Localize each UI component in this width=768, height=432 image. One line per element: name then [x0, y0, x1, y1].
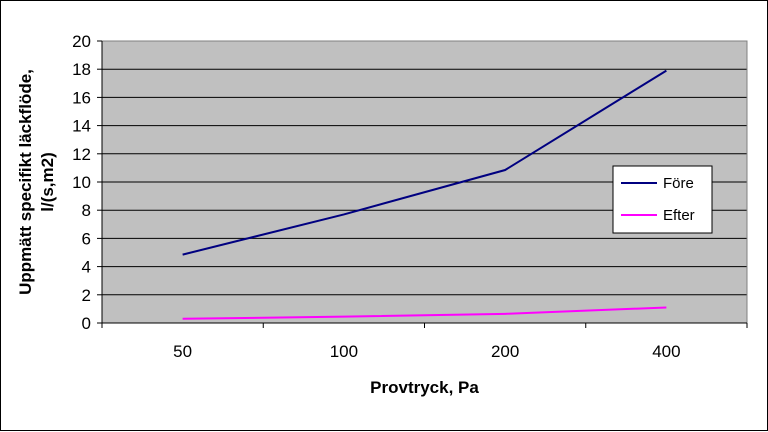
- y-tick-label: 10: [72, 173, 91, 192]
- legend-box: [612, 165, 713, 234]
- y-tick-label: 18: [72, 60, 91, 79]
- x-tick-label: 400: [652, 342, 680, 361]
- series-line: [182, 69, 667, 256]
- y-tick-label: 20: [72, 32, 91, 51]
- x-tick-label: 200: [491, 342, 519, 361]
- x-axis-title: Provtryck, Pa: [370, 378, 479, 397]
- y-tick-label: 14: [72, 117, 91, 136]
- y-axis-title: Uppmätt specifikt läckflöde, l/(s,m2): [16, 69, 57, 295]
- y-axis-title-line1: Uppmätt specifikt läckflöde,: [16, 69, 35, 295]
- y-tick-label: 12: [72, 145, 91, 164]
- legend-label: Efter: [663, 207, 695, 224]
- series-lines: [182, 69, 667, 320]
- x-axis-ticks: 50 100 200 400: [101, 323, 748, 361]
- y-tick-label: 8: [82, 201, 91, 220]
- x-tick-label: 100: [330, 342, 358, 361]
- y-tick-label: 6: [82, 229, 91, 248]
- y-axis-ticks: 0 2 4 6 8 10 12 14 16 18 20: [72, 32, 102, 333]
- y-axis-title-line2: l/(s,m2): [38, 152, 57, 212]
- series-line: [182, 306, 667, 320]
- x-tick-label: 50: [173, 342, 192, 361]
- y-tick-label: 16: [72, 88, 91, 107]
- y-tick-label: 0: [82, 314, 91, 333]
- y-tick-label: 4: [82, 258, 91, 277]
- y-tick-label: 2: [82, 286, 91, 305]
- legend: Före Efter: [612, 165, 713, 234]
- legend-label: Före: [663, 175, 694, 192]
